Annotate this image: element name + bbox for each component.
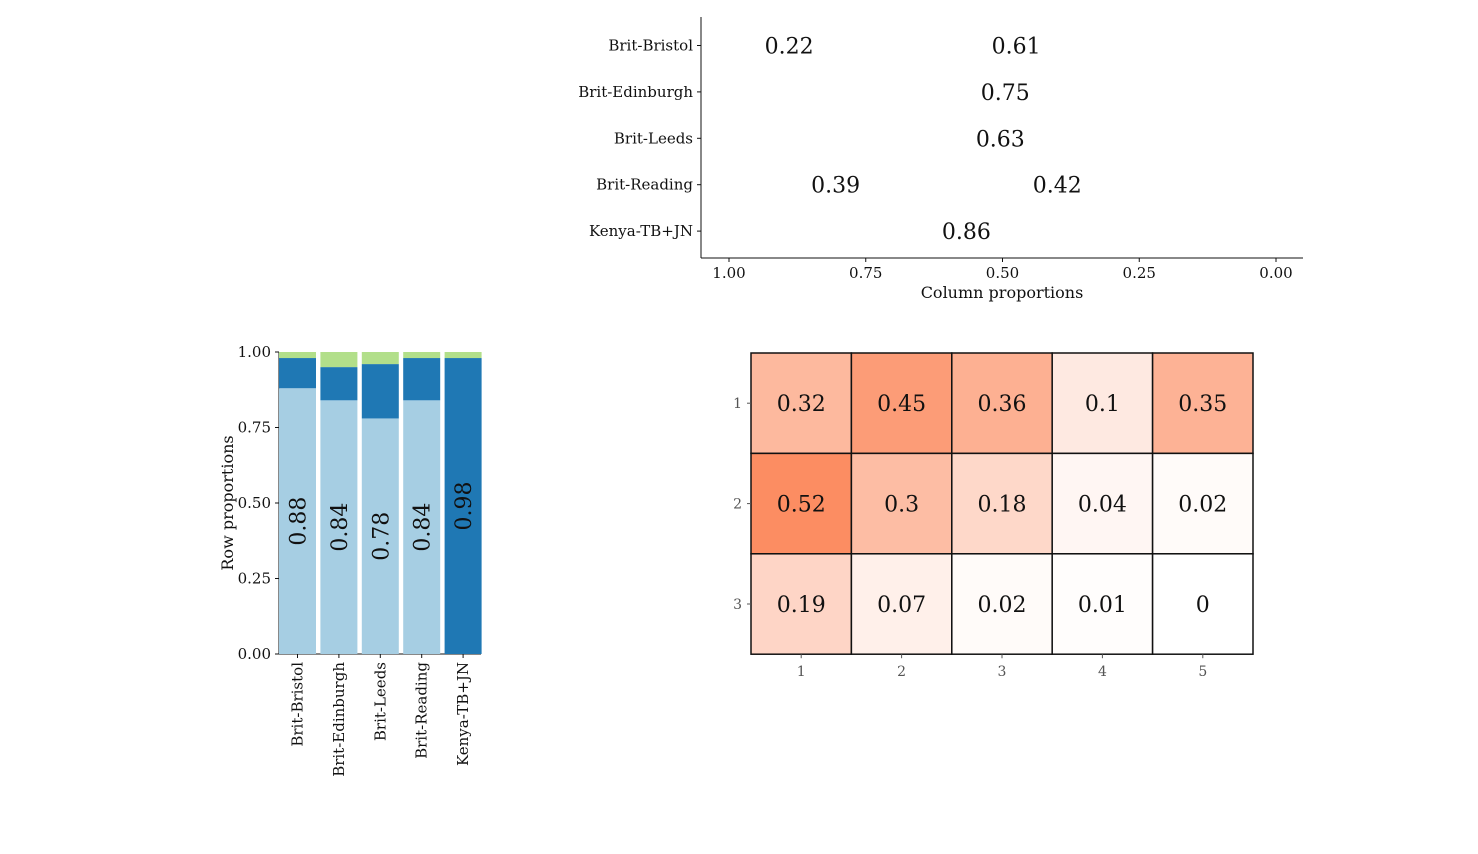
bar-segment-brit-bristol-series-3 <box>279 352 316 359</box>
data-label-brit-bristol-series-1: 0.88 <box>287 497 312 546</box>
heatmap-cell-label-r2-c3: 0.18 <box>978 493 1027 518</box>
data-label-brit-leeds-series-2: 0.63 <box>976 127 1025 152</box>
heatmap-cell-label-r3-c5: 0 <box>1196 593 1210 618</box>
bar-segment-brit-bristol-series-2 <box>279 358 316 389</box>
x-tick-label-3: 0.25 <box>1123 264 1156 282</box>
heatmap-cell-label-r3-c3: 0.02 <box>978 593 1027 618</box>
heatmap-x-tick-label-3: 3 <box>998 664 1007 680</box>
y-tick-label-3: 0.75 <box>238 419 271 437</box>
data-label-brit-edinburgh-series-1: 0.84 <box>328 503 353 552</box>
data-label-brit-reading-series-1: 0.84 <box>411 503 436 552</box>
x-tick-label-brit-bristol: Brit-Bristol <box>289 662 307 747</box>
heatmap-cell-label-r3-c1: 0.19 <box>777 593 826 618</box>
heatmap-cell-r3-c2 <box>850 553 953 655</box>
heatmap-cell-r2-c5 <box>1151 452 1254 555</box>
heatmap-cell-r3-c3 <box>951 553 1053 655</box>
y-tick-label-brit-edinburgh: Brit-Edinburgh <box>578 83 693 101</box>
x-tick-label-brit-leeds: Brit-Leeds <box>371 662 389 741</box>
heatmap-cell-label-r1-c5: 0.35 <box>1178 392 1227 417</box>
heatmap-cell-label-r2-c4: 0.04 <box>1078 493 1127 518</box>
top-x-axis-label: Column proportions <box>921 283 1084 302</box>
bar-segment-brit-leeds-series-2 <box>361 364 399 419</box>
data-label-brit-bristol-series-1: 0.22 <box>765 35 814 60</box>
x-tick-label-brit-edinburgh: Brit-Edinburgh <box>330 662 348 777</box>
data-label-brit-reading-series-1: 0.39 <box>811 174 860 199</box>
heatmap-cell-r1-c3 <box>951 352 1053 455</box>
heatmap-cell-label-r1-c3: 0.36 <box>978 392 1027 417</box>
left-vertical-stacked-bar-chart: Brit-Bristol 0.88 Brit-Edinburgh 0.84 Brit-L… <box>218 343 482 777</box>
y-tick-label-brit-bristol: Brit-Bristol <box>608 37 693 55</box>
y-tick-label-4: 1.00 <box>238 343 271 361</box>
heatmap-cell-r2-c2 <box>850 452 953 555</box>
bar-segment-brit-reading-series-2 <box>403 358 441 401</box>
heatmap-chart: 0.32 0.45 0.36 0.1 0.35 0.52 0.3 0.18 0.04 0.02 0.… <box>733 352 1254 680</box>
heatmap-cell-label-r2-c1: 0.52 <box>777 493 826 518</box>
heatmap-y-tick-label-1: 1 <box>733 396 742 412</box>
bar-segment-kenya-tb-jn-series-3 <box>444 352 482 359</box>
top-horizontal-stacked-bar-chart: Brit-Bristol 0.61 0.22 Brit-Edinburgh 0.75 Br… <box>578 17 1303 302</box>
heatmap-x-tick-label-1: 1 <box>797 664 806 680</box>
data-label-brit-leeds-series-1: 0.78 <box>369 512 394 561</box>
x-tick-label-kenya-tb-jn: Kenya-TB+JN <box>454 662 472 766</box>
heatmap-cell-label-r3-c2: 0.07 <box>877 593 926 618</box>
x-tick-label-4: 0.00 <box>1259 264 1292 282</box>
y-tick-label-brit-leeds: Brit-Leeds <box>614 129 693 147</box>
bar-segment-brit-reading-series-3 <box>403 352 441 359</box>
y-tick-label-0: 0.00 <box>238 645 271 663</box>
heatmap-cell-label-r2-c2: 0.3 <box>884 493 919 518</box>
bar-segment-brit-leeds-series-1 <box>361 418 399 654</box>
left-y-axis-label: Row proportions <box>218 435 237 570</box>
bar-segment-brit-edinburgh-series-2 <box>320 367 358 401</box>
bar-segment-brit-reading-series-1 <box>403 400 441 654</box>
data-label-brit-bristol-series-2: 0.61 <box>992 35 1041 60</box>
heatmap-cell-label-r1-c2: 0.45 <box>877 392 926 417</box>
heatmap-cell-r1-c5 <box>1151 352 1254 455</box>
heatmap-x-tick-label-5: 5 <box>1198 664 1207 680</box>
y-tick-label-brit-reading: Brit-Reading <box>596 176 693 194</box>
heatmap-cell-r3-c5 <box>1151 553 1254 655</box>
data-label-brit-edinburgh-series-2: 0.75 <box>981 81 1030 106</box>
heatmap-x-tick-label-4: 4 <box>1098 664 1107 680</box>
heatmap-cell-label-r1-c4: 0.1 <box>1085 392 1120 417</box>
y-tick-label-2: 0.50 <box>238 494 271 512</box>
bar-segment-brit-bristol-series-1 <box>279 388 316 654</box>
heatmap-cell-label-r1-c1: 0.32 <box>777 392 826 417</box>
heatmap-cell-r3-c4 <box>1051 553 1154 655</box>
data-label-kenya-tb-jn-series-1: 0.86 <box>942 220 991 245</box>
y-tick-label-kenya-tb-jn: Kenya-TB+JN <box>589 222 693 240</box>
heatmap-y-tick-label-2: 2 <box>733 497 742 513</box>
data-label-brit-reading-series-2: 0.42 <box>1033 174 1082 199</box>
x-tick-label-brit-reading: Brit-Reading <box>413 662 431 759</box>
x-tick-label-1: 0.75 <box>849 264 882 282</box>
bar-segment-brit-leeds-series-3 <box>361 352 399 365</box>
y-tick-label-1: 0.25 <box>238 570 271 588</box>
x-tick-label-2: 0.50 <box>986 264 1019 282</box>
x-tick-label-0: 1.00 <box>712 264 745 282</box>
bar-segment-kenya-tb-jn-series-2 <box>444 358 482 654</box>
bar-segment-brit-edinburgh-series-3 <box>320 352 358 368</box>
heatmap-cell-r1-c1 <box>750 352 853 455</box>
data-label-kenya-tb-jn-series-2: 0.98 <box>452 482 477 531</box>
bar-segment-brit-edinburgh-series-1 <box>320 400 358 654</box>
heatmap-cell-r3-c1 <box>750 553 853 655</box>
heatmap-cell-r2-c4 <box>1051 452 1154 555</box>
heatmap-cell-r2-c3 <box>951 452 1053 555</box>
heatmap-x-tick-label-2: 2 <box>897 664 906 680</box>
heatmap-cell-label-r3-c4: 0.01 <box>1078 593 1127 618</box>
heatmap-y-tick-label-3: 3 <box>733 597 742 613</box>
heatmap-cell-label-r2-c5: 0.02 <box>1178 493 1227 518</box>
